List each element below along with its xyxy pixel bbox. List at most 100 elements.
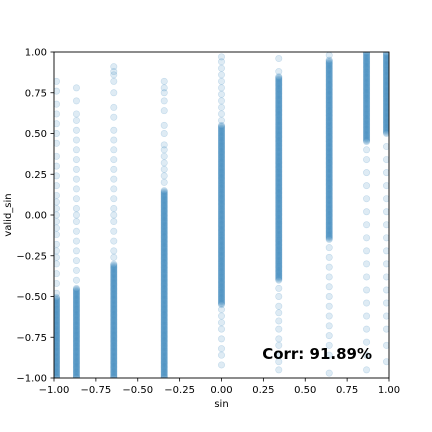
data-point bbox=[218, 243, 226, 251]
data-point bbox=[382, 78, 389, 86]
data-point bbox=[218, 278, 226, 286]
data-point bbox=[110, 321, 118, 329]
data-point bbox=[382, 69, 389, 77]
data-point bbox=[218, 263, 226, 271]
data-point bbox=[160, 215, 168, 223]
data-point bbox=[382, 124, 389, 132]
data-point bbox=[325, 209, 333, 217]
data-point bbox=[275, 150, 283, 158]
data-point bbox=[72, 335, 80, 343]
data-point bbox=[363, 107, 371, 115]
data-point bbox=[54, 211, 61, 219]
data-point bbox=[218, 270, 226, 278]
data-point bbox=[275, 109, 283, 117]
data-point bbox=[218, 124, 226, 132]
data-point bbox=[275, 216, 283, 224]
data-point bbox=[325, 169, 333, 177]
data-point bbox=[160, 247, 168, 255]
data-point bbox=[325, 148, 333, 156]
data-point bbox=[325, 122, 333, 130]
data-point bbox=[218, 158, 226, 166]
data-point bbox=[325, 192, 333, 200]
data-point bbox=[72, 326, 80, 334]
data-point bbox=[363, 127, 371, 135]
data-point bbox=[72, 306, 80, 314]
data-point bbox=[275, 243, 283, 251]
data-point bbox=[325, 369, 333, 377]
data-point bbox=[382, 69, 389, 77]
data-point bbox=[72, 372, 80, 378]
data-point bbox=[325, 116, 333, 124]
data-point bbox=[218, 197, 226, 205]
data-point bbox=[325, 93, 333, 101]
data-point bbox=[72, 110, 80, 118]
data-point bbox=[363, 130, 371, 138]
data-point bbox=[275, 160, 283, 168]
data-point bbox=[110, 322, 118, 330]
data-point bbox=[363, 84, 371, 92]
data-point bbox=[72, 304, 80, 312]
data-point bbox=[110, 271, 118, 279]
data-point bbox=[110, 318, 118, 326]
points-layer bbox=[54, 52, 389, 378]
data-point bbox=[325, 202, 333, 210]
data-point bbox=[325, 79, 333, 87]
data-point bbox=[110, 195, 118, 203]
data-point bbox=[363, 135, 371, 143]
data-point bbox=[54, 363, 61, 371]
data-point bbox=[218, 282, 226, 290]
data-point bbox=[325, 86, 333, 94]
data-point bbox=[110, 126, 118, 134]
data-point bbox=[325, 127, 333, 135]
data-point bbox=[382, 54, 389, 62]
data-point bbox=[275, 204, 283, 212]
data-point bbox=[325, 124, 333, 132]
data-point bbox=[275, 271, 283, 279]
y-axis-label: valid_sin bbox=[3, 193, 14, 236]
data-point bbox=[218, 233, 226, 241]
data-point bbox=[54, 325, 61, 333]
data-point bbox=[218, 237, 226, 245]
data-point bbox=[218, 293, 226, 301]
data-point bbox=[325, 207, 333, 215]
data-point bbox=[72, 361, 80, 369]
data-point bbox=[325, 205, 333, 213]
data-point bbox=[218, 129, 226, 137]
data-point bbox=[110, 335, 118, 343]
data-point bbox=[218, 244, 226, 252]
data-point bbox=[382, 81, 389, 89]
data-point bbox=[110, 303, 118, 311]
data-point bbox=[160, 294, 168, 302]
data-point bbox=[325, 69, 333, 77]
data-point bbox=[160, 271, 168, 279]
data-point bbox=[54, 326, 61, 334]
data-point bbox=[160, 212, 168, 220]
data-point bbox=[72, 321, 80, 329]
data-point bbox=[54, 319, 61, 327]
data-point bbox=[72, 333, 80, 341]
data-point bbox=[110, 156, 118, 164]
data-point bbox=[160, 89, 168, 97]
data-point bbox=[218, 183, 226, 191]
data-point bbox=[110, 146, 118, 154]
data-point bbox=[275, 166, 283, 174]
data-point bbox=[110, 281, 118, 289]
data-point bbox=[160, 318, 168, 326]
data-point bbox=[218, 155, 226, 163]
data-point bbox=[54, 317, 61, 325]
data-point bbox=[72, 295, 80, 303]
data-point bbox=[160, 231, 168, 239]
data-point bbox=[110, 368, 118, 376]
data-point bbox=[218, 225, 226, 233]
data-point bbox=[54, 365, 61, 373]
data-point bbox=[363, 100, 371, 108]
data-point bbox=[275, 250, 283, 258]
x-tick-label: −1.00 bbox=[39, 385, 70, 396]
data-point bbox=[54, 289, 61, 297]
data-point bbox=[54, 352, 61, 360]
data-point bbox=[218, 306, 226, 314]
data-point bbox=[160, 356, 168, 364]
data-point bbox=[218, 268, 226, 276]
data-point bbox=[382, 325, 389, 333]
data-point bbox=[160, 226, 168, 234]
